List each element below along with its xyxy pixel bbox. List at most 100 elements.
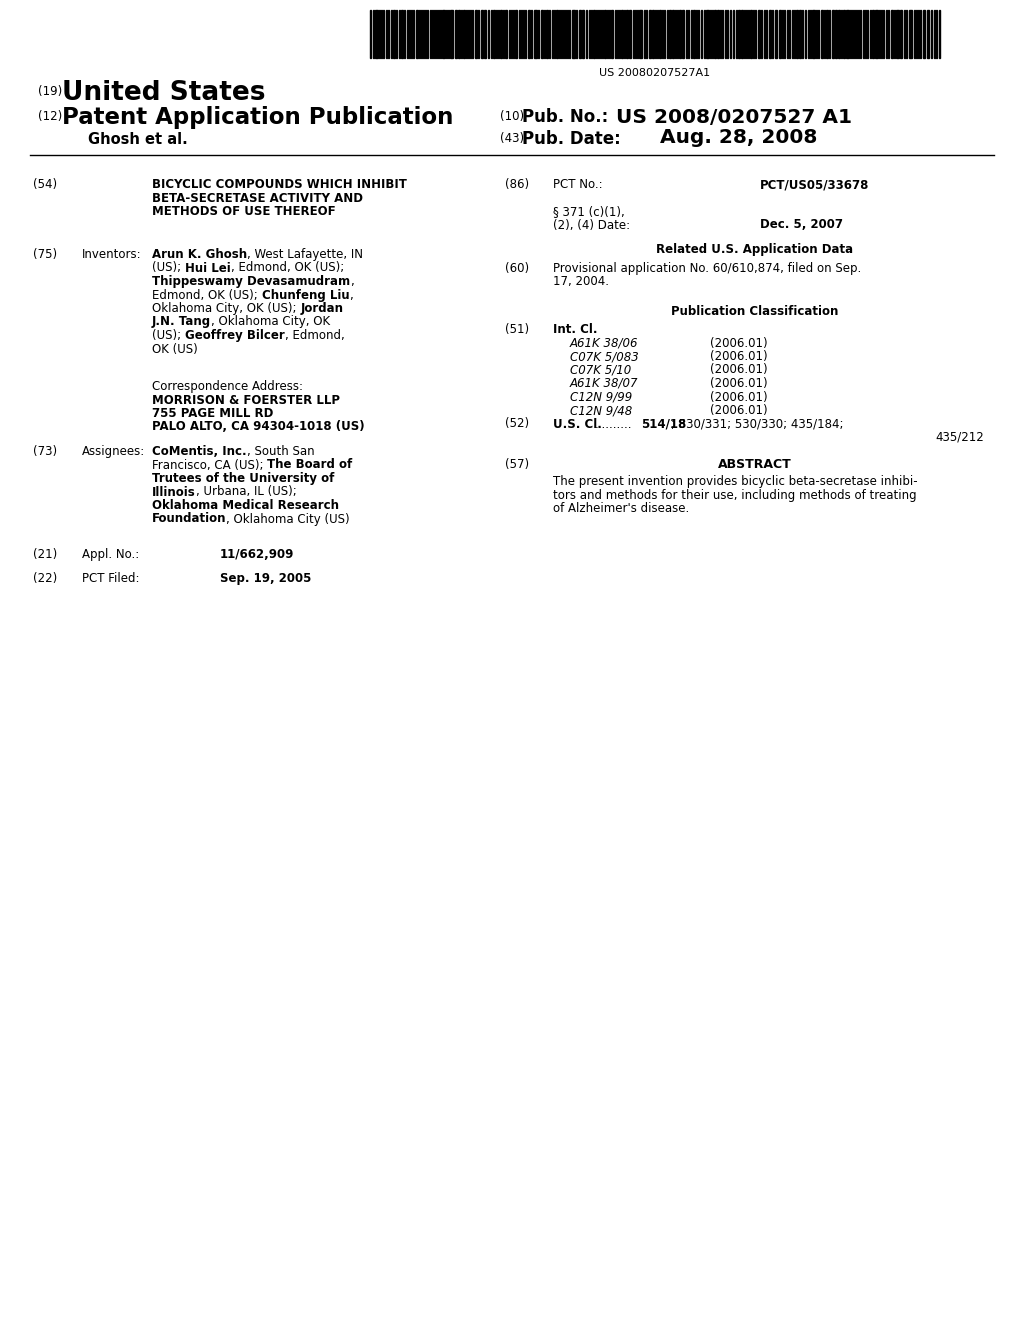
Bar	[393, 11, 395, 58]
Text: , Urbana, IL (US);: , Urbana, IL (US);	[196, 486, 297, 499]
Bar	[909, 11, 912, 58]
Bar	[758, 11, 760, 58]
Text: Jordan: Jordan	[300, 302, 343, 315]
Bar	[659, 11, 662, 58]
Bar	[843, 11, 845, 58]
Text: Ghosh et al.: Ghosh et al.	[88, 132, 187, 147]
Text: , South San: , South San	[247, 445, 314, 458]
Text: (2006.01): (2006.01)	[710, 363, 768, 376]
Text: Francisco, CA (US);: Francisco, CA (US);	[152, 458, 267, 471]
Text: Sep. 19, 2005: Sep. 19, 2005	[220, 572, 311, 585]
Text: (2006.01): (2006.01)	[710, 391, 768, 404]
Text: PCT Filed:: PCT Filed:	[82, 572, 139, 585]
Text: 435/212: 435/212	[935, 432, 984, 444]
Text: (12): (12)	[38, 110, 62, 123]
Text: Oklahoma City, OK (US);: Oklahoma City, OK (US);	[152, 302, 300, 315]
Bar	[582, 11, 584, 58]
Bar	[458, 11, 460, 58]
Bar	[693, 11, 695, 58]
Text: Chunfeng Liu: Chunfeng Liu	[261, 289, 349, 301]
Text: Illinois: Illinois	[152, 486, 196, 499]
Text: of Alzheimer's disease.: of Alzheimer's disease.	[553, 503, 689, 516]
Bar	[639, 11, 642, 58]
Text: BETA-SECRETASE ACTIVITY AND: BETA-SECRETASE ACTIVITY AND	[152, 191, 362, 205]
Text: ABSTRACT: ABSTRACT	[718, 458, 792, 471]
Bar	[891, 11, 893, 58]
Bar	[923, 11, 925, 58]
Text: (52): (52)	[505, 417, 529, 430]
Text: Appl. No.:: Appl. No.:	[82, 548, 139, 561]
Bar	[604, 11, 606, 58]
Bar	[556, 11, 558, 58]
Bar	[679, 11, 681, 58]
Text: 17, 2004.: 17, 2004.	[553, 276, 609, 289]
Text: (75): (75)	[33, 248, 57, 261]
Text: Int. Cl.: Int. Cl.	[553, 323, 597, 337]
Text: § 371 (c)(1),: § 371 (c)(1),	[553, 205, 625, 218]
Bar	[779, 11, 781, 58]
Text: (2006.01): (2006.01)	[710, 404, 768, 417]
Text: (10): (10)	[500, 110, 524, 123]
Bar	[579, 11, 581, 58]
Bar	[821, 11, 823, 58]
Bar	[611, 11, 613, 58]
Bar	[706, 11, 709, 58]
Bar	[455, 11, 457, 58]
Bar	[838, 11, 840, 58]
Text: 755 PAGE MILL RD: 755 PAGE MILL RD	[152, 407, 273, 420]
Bar	[515, 11, 517, 58]
Text: BICYCLIC COMPOUNDS WHICH INHIBIT: BICYCLIC COMPOUNDS WHICH INHIBIT	[152, 178, 407, 191]
Bar	[500, 11, 502, 58]
Text: C12N 9/48: C12N 9/48	[570, 404, 632, 417]
Bar	[649, 11, 651, 58]
Bar	[669, 11, 671, 58]
Bar	[831, 11, 834, 58]
Text: (60): (60)	[505, 261, 529, 275]
Bar	[450, 11, 453, 58]
Bar	[750, 11, 752, 58]
Text: 11/662,909: 11/662,909	[220, 548, 294, 561]
Bar	[846, 11, 849, 58]
Text: Geoffrey Bilcer: Geoffrey Bilcer	[185, 329, 285, 342]
Text: Provisional application No. 60/610,874, filed on Sep.: Provisional application No. 60/610,874, …	[553, 261, 861, 275]
Bar	[493, 11, 495, 58]
Text: (54): (54)	[33, 178, 57, 191]
Bar	[375, 11, 378, 58]
Bar	[927, 11, 929, 58]
Bar	[812, 11, 815, 58]
Text: (57): (57)	[505, 458, 529, 471]
Text: ,: ,	[349, 289, 353, 301]
Text: Patent Application Publication: Patent Application Publication	[62, 106, 454, 129]
Text: (22): (22)	[33, 572, 57, 585]
Text: A61K 38/07: A61K 38/07	[570, 378, 639, 389]
Text: PCT No.:: PCT No.:	[553, 178, 603, 191]
Bar	[799, 11, 801, 58]
Text: Pub. No.:: Pub. No.:	[522, 108, 608, 125]
Text: (2006.01): (2006.01)	[710, 350, 768, 363]
Bar	[463, 11, 465, 58]
Bar	[738, 11, 740, 58]
Text: (2006.01): (2006.01)	[710, 378, 768, 389]
Bar	[826, 11, 828, 58]
Bar	[796, 11, 798, 58]
Text: US 2008/0207527 A1: US 2008/0207527 A1	[616, 108, 852, 127]
Text: C07K 5/083: C07K 5/083	[570, 350, 639, 363]
Text: Aug. 28, 2008: Aug. 28, 2008	[660, 128, 817, 147]
Text: , West Lafayette, IN: , West Lafayette, IN	[247, 248, 364, 261]
Text: Inventors:: Inventors:	[82, 248, 141, 261]
Text: Related U.S. Application Data: Related U.S. Application Data	[656, 243, 853, 256]
Text: ; 530/331; 530/330; 435/184;: ; 530/331; 530/330; 435/184;	[671, 417, 844, 430]
Text: , Edmond, OK (US);: , Edmond, OK (US);	[230, 261, 344, 275]
Text: tors and methods for their use, including methods of treating: tors and methods for their use, includin…	[553, 488, 916, 502]
Text: United States: United States	[62, 81, 265, 106]
Text: (2), (4) Date:: (2), (4) Date:	[553, 219, 630, 231]
Text: Foundation: Foundation	[152, 512, 226, 525]
Text: PALO ALTO, CA 94304-1018 (US): PALO ALTO, CA 94304-1018 (US)	[152, 421, 365, 433]
Text: The present invention provides bicyclic beta-secretase inhibi-: The present invention provides bicyclic …	[553, 475, 918, 488]
Text: Edmond, OK (US);: Edmond, OK (US);	[152, 289, 261, 301]
Bar	[528, 11, 530, 58]
Text: , Oklahoma City, OK: , Oklahoma City, OK	[211, 315, 331, 329]
Bar	[629, 11, 631, 58]
Text: (US);: (US);	[152, 261, 185, 275]
Bar	[484, 11, 486, 58]
